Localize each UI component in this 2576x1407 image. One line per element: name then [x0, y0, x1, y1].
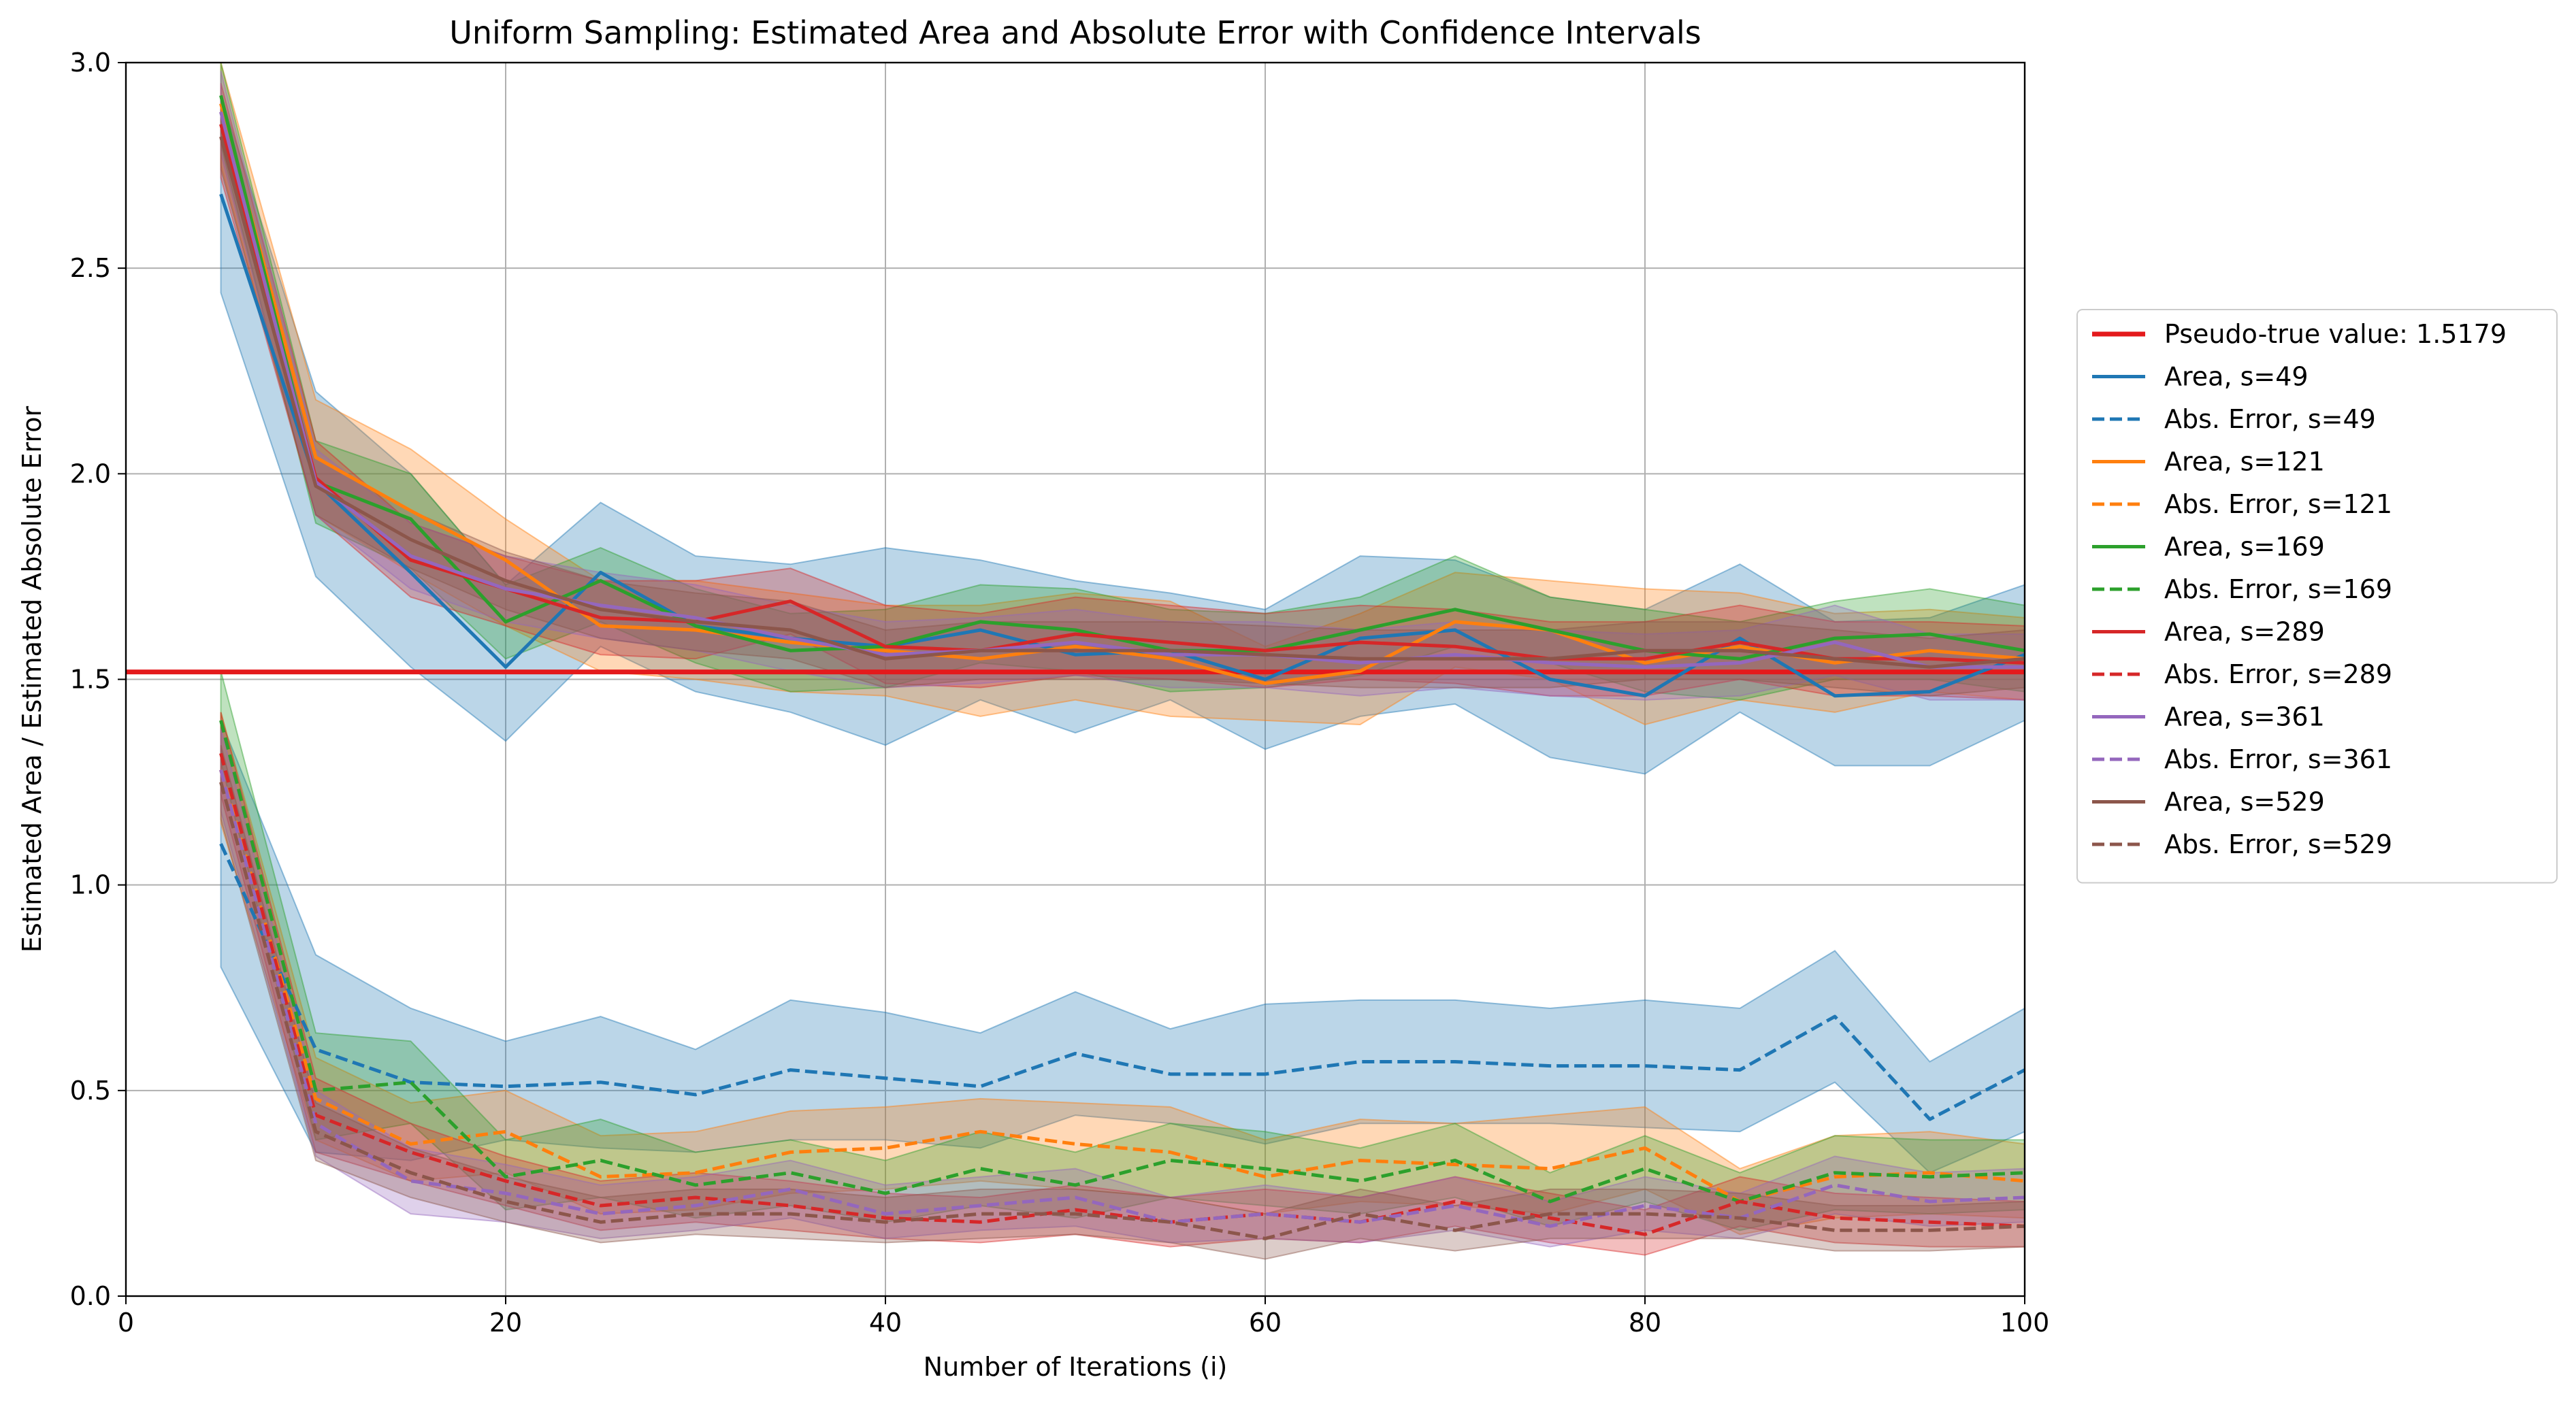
x-tick-label: 100 — [2000, 1308, 2050, 1338]
series-line — [219, 781, 2025, 1240]
series-line — [219, 136, 2025, 669]
y-tick-label: 0.0 — [70, 1281, 111, 1311]
series-line — [219, 769, 2025, 1204]
x-tick-label: 80 — [1629, 1308, 1661, 1338]
x-tick-label: 60 — [1249, 1308, 1282, 1338]
legend-label: Pseudo-true value: 1.5179 — [2164, 319, 2507, 349]
legend-label: Area, s=529 — [2164, 787, 2325, 817]
x-tick-label: 0 — [118, 1308, 134, 1338]
y-tick-label: 0.5 — [70, 1076, 111, 1106]
y-axis-label: Estimated Area / Estimated Absolute Erro… — [17, 405, 47, 953]
series-lines — [126, 95, 2026, 1240]
y-tick-label: 1.0 — [70, 870, 111, 900]
legend-label: Area, s=49 — [2164, 362, 2309, 392]
series-line — [219, 123, 2025, 665]
legend-label: Area, s=169 — [2164, 532, 2325, 562]
legend: Pseudo-true value: 1.5179 Area, s=49 Abs. … — [2076, 309, 2558, 884]
legend-label: Abs. Error, s=121 — [2164, 489, 2392, 519]
y-tick-label: 1.5 — [70, 665, 111, 695]
x-tick-label: 40 — [869, 1308, 902, 1338]
legend-label: Abs. Error, s=289 — [2164, 659, 2392, 689]
axis-ticks: 0 20 40 60 80 100 0.0 0.5 1.0 1.5 2.0 2.5 3.0 — [70, 48, 2050, 1338]
legend-label: Abs. Error, s=169 — [2164, 574, 2392, 604]
legend-box — [2076, 309, 2558, 884]
chart-title: Uniform Sampling: Estimated Area and Abs… — [449, 14, 1701, 51]
x-axis-label: Number of Iterations (i) — [924, 1352, 1228, 1382]
series-line — [219, 95, 2025, 661]
series-line — [219, 111, 2025, 669]
grid-lines — [125, 62, 2025, 1297]
legend-label: Area, s=121 — [2164, 447, 2325, 477]
x-tick-label: 20 — [489, 1308, 522, 1338]
legend-label: Area, s=361 — [2164, 702, 2325, 732]
legend-label: Abs. Error, s=49 — [2164, 404, 2376, 434]
series-line — [219, 752, 2025, 1236]
series-line — [219, 843, 2026, 1121]
y-tick-label: 2.0 — [70, 459, 111, 489]
legend-label: Abs. Error, s=529 — [2164, 829, 2392, 859]
y-tick-label: 3.0 — [70, 48, 111, 78]
legend-label: Abs. Error, s=361 — [2164, 744, 2392, 774]
y-tick-label: 2.5 — [70, 253, 111, 283]
series-line — [219, 720, 2025, 1204]
legend-label: Area, s=289 — [2164, 617, 2325, 647]
